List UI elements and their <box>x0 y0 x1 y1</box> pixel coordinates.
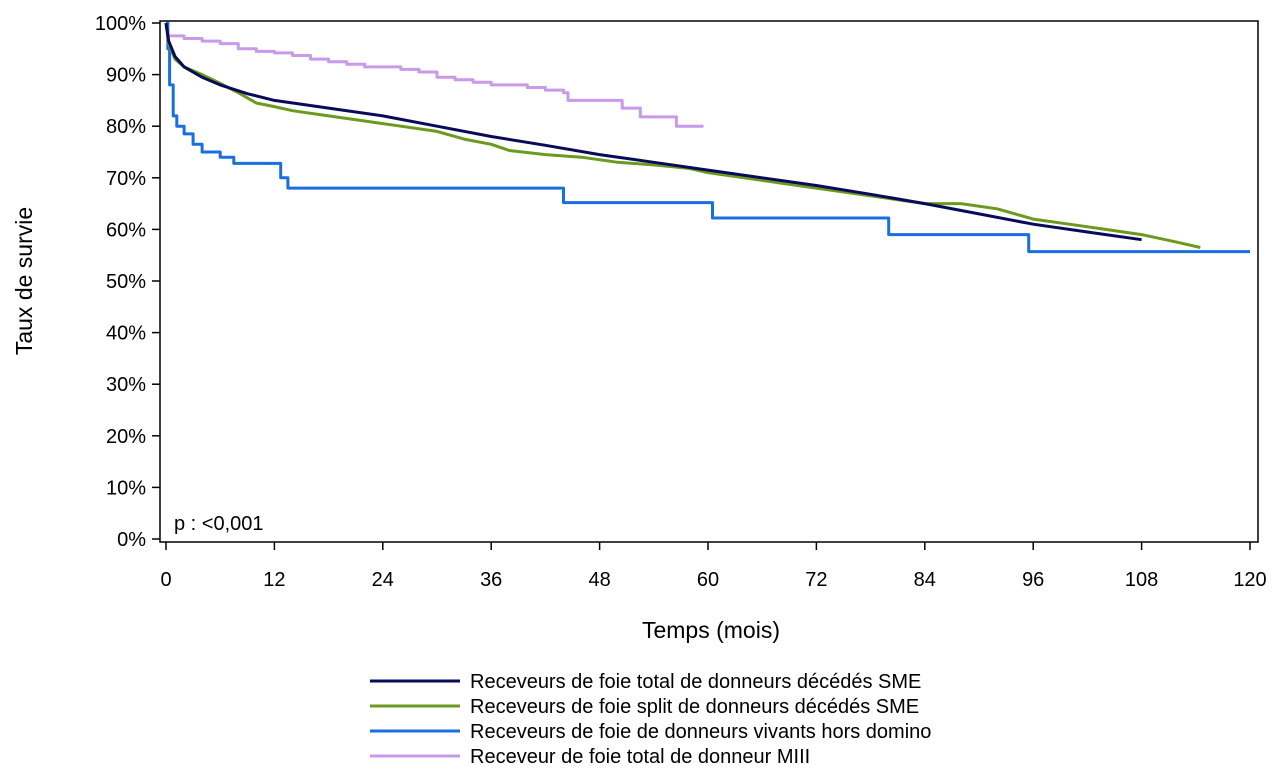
y-tick-label: 60% <box>106 219 146 241</box>
x-tick-label: 12 <box>263 569 285 591</box>
y-tick-label: 50% <box>106 271 146 293</box>
y-tick-label: 0% <box>117 529 146 551</box>
x-tick-label: 72 <box>805 569 827 591</box>
x-tick-label: 48 <box>588 569 610 591</box>
series-line-3 <box>166 21 1250 254</box>
series-line-2 <box>164 22 1201 249</box>
y-axis: 0% 10% 20% 30% 40% 50% 60% 70% 80% 90% 100% <box>95 13 160 551</box>
x-tick-label: 96 <box>1022 569 1044 591</box>
y-tick-label: 100% <box>95 13 146 35</box>
x-tick-label: 120 <box>1233 569 1266 591</box>
y-tick-label: 30% <box>106 374 146 396</box>
x-tick-label: 36 <box>480 569 502 591</box>
y-tick-label: 90% <box>106 65 146 87</box>
legend-label-2: Receveurs de foie split de donneurs décé… <box>470 696 919 718</box>
series-line-1 <box>164 22 1142 242</box>
x-tick-label: 24 <box>372 569 394 591</box>
y-tick-label: 70% <box>106 168 146 190</box>
x-axis: 0 12 24 36 48 60 72 84 96 108 120 <box>160 542 1267 591</box>
plot-area <box>159 20 1259 543</box>
x-axis-title: Temps (mois) <box>642 617 780 643</box>
p-value-annotation: p : <0,001 <box>174 513 264 535</box>
y-tick-label: 20% <box>106 426 146 448</box>
survival-curves <box>164 21 1250 254</box>
y-tick-label: 10% <box>106 477 146 499</box>
series-line-4 <box>166 21 704 128</box>
legend: Receveurs de foie total de donneurs décé… <box>370 671 931 768</box>
x-tick-label: 108 <box>1125 569 1158 591</box>
y-tick-label: 80% <box>106 116 146 138</box>
legend-label-4: Receveur de foie total de donneur MIII <box>470 746 810 768</box>
x-tick-label: 0 <box>160 569 171 591</box>
x-tick-label: 60 <box>697 569 719 591</box>
legend-label-1: Receveurs de foie total de donneurs décé… <box>470 671 921 693</box>
legend-label-3: Receveurs de foie de donneurs vivants ho… <box>470 721 931 743</box>
y-tick-label: 40% <box>106 323 146 345</box>
x-tick-label: 84 <box>914 569 936 591</box>
y-axis-title: Taux de survie <box>11 207 37 355</box>
